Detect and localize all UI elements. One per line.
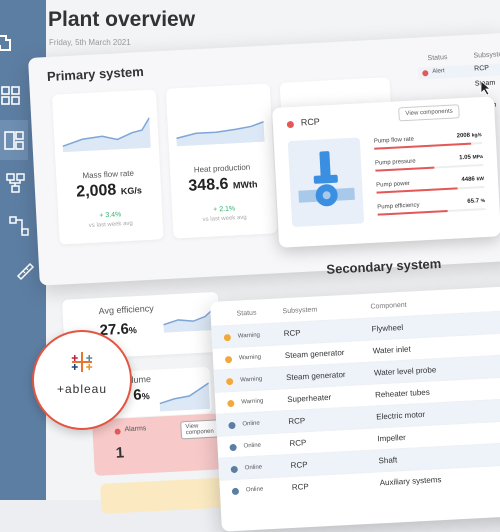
flow-icon[interactable] [8,215,30,237]
primary-system-title: Primary system [46,63,145,85]
alarms-label: Alarms [124,425,147,434]
row-component: Shaft [378,455,398,466]
metric-label: Pump power [376,180,411,189]
row-component: Water level probe [373,365,437,378]
status-column-header: Status [236,309,257,318]
warning-dot-icon [226,377,234,386]
status-column-header: Status [427,54,448,63]
online-dot-icon [228,421,236,430]
metric-label: Pump efficiency [377,202,420,211]
alert-dot-icon [286,120,295,129]
row-subsystem: RCP [289,438,307,449]
warning-dot-icon [227,399,235,408]
metric-label: Pump pressure [374,158,416,167]
mouse-cursor-icon [480,80,492,96]
row-component: Auxiliary systems [379,475,442,488]
row-subsystem: RCP [288,416,306,427]
row-status: Online [244,464,263,472]
metric-value: 2008 kg/s [456,132,482,140]
metric-label: Pump flow rate [373,136,415,145]
mass-flow-sub: vs last week avg [88,220,133,230]
alarms-value: 1 [115,444,125,462]
hierarchy-icon[interactable] [5,172,27,194]
subsystem-column-header: Subsystem [282,306,318,316]
row-subsystem: RCP [291,482,309,492]
online-dot-icon [230,465,238,474]
warning-dot-icon [224,355,233,364]
metric-value: 65.7 % [467,197,486,205]
heat-production-sub: vs last week avg [202,214,247,224]
heat-production-value: 348.6 MWth [187,175,258,195]
mass-flow-card[interactable]: Mass flow rate 2,008 KG/s + 3.4% vs last… [51,89,164,245]
warning-dot-icon [223,333,232,342]
row-status: Online [245,486,264,494]
primary-system-panel: Primary system Mass flow rate 2,008 KG/s… [28,32,500,286]
pump-icon [298,151,355,207]
row-status: Warning [241,398,264,406]
rcp-popup: RCP View components Pump flow rate 2008 … [272,96,500,248]
tableau-logo-icon [71,352,93,372]
online-dot-icon [229,443,237,452]
panels-icon[interactable] [3,130,25,152]
mass-flow-value: 2,008 KG/s [75,181,143,201]
row-component: Reheater tubes [374,387,430,400]
row-component: Flywheel [371,322,404,334]
ruler-icon[interactable] [14,260,36,282]
component-column-header: Component [370,301,407,311]
metric-value: 4486 kW [461,176,485,184]
row-component: Impeller [377,432,407,444]
efficiency-label: Avg efficiency [98,303,155,317]
alarms-card[interactable]: Alarms 1 View componen [92,412,233,476]
row-status: Warning [237,332,261,340]
secondary-system-panel: Secondary system Status Subsystem Compon… [210,256,500,532]
page-title: Plant overview [48,8,196,31]
volume-value: 6% [132,386,150,404]
row-subsystem: Superheater [286,392,332,405]
row-subsystem: Steam generator [285,370,346,383]
row-subsystem: RCP [283,328,301,339]
rcp-title: RCP [300,116,321,128]
view-components-button[interactable]: View components [398,104,461,122]
table-row[interactable]: Alert RCP [418,63,500,80]
heat-production-sparkline [176,121,265,147]
logo-icon[interactable] [0,32,14,54]
alert-dot-icon [114,428,121,435]
row-status: Online [242,420,260,428]
alert-dot-icon [422,70,429,77]
tableau-wordmark: +ableau [56,382,108,396]
subsystem-column-header: Subsystem [473,50,500,60]
row-status: Alert [432,68,445,75]
row-component: Electric motor [376,409,426,422]
row-subsystem: Steam generator [284,348,345,361]
volume-sparkline [159,382,211,412]
mass-flow-sparkline [62,117,151,153]
pump-efficiency-row: Pump efficiency 65.7 % [377,197,486,225]
efficiency-sparkline [163,305,218,333]
row-status: Warning [239,376,263,384]
online-dot-icon [231,487,240,496]
pump-image [287,137,365,228]
page-date: Friday, 5th March 2021 [49,38,131,47]
row-subsystem: RCP [474,64,490,73]
grid-icon[interactable] [0,85,22,107]
heat-production-card[interactable]: Heat production 348.6 MWth + 2.1% vs las… [165,83,278,239]
tableau-badge: +ableau [32,330,132,430]
volume-card[interactable]: olume 6% [112,366,213,418]
row-component: Water inlet [372,344,411,356]
row-subsystem: RCP [290,460,308,470]
row-status: Warning [238,354,262,362]
row-status: Online [243,442,262,450]
efficiency-card[interactable]: Avg efficiency 27.6% [62,291,221,360]
metric-value: 1.05 MPa [459,154,484,162]
